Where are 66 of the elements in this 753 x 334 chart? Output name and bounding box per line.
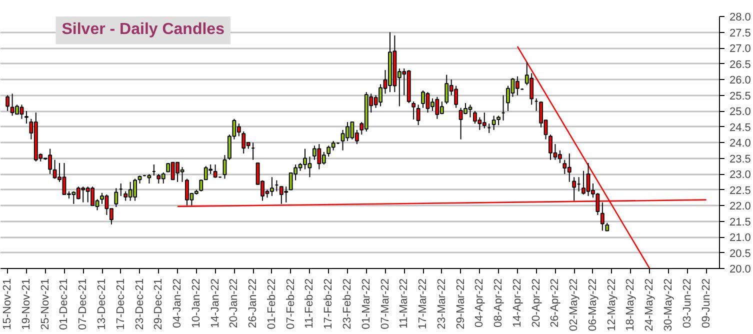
y-tick-label: 25.5 bbox=[730, 90, 751, 102]
x-tick-label: 14-Jan-22 bbox=[209, 278, 222, 328]
x-tick-label: 02-May-22 bbox=[568, 278, 580, 332]
x-tick-label: 17-Mar-22 bbox=[417, 278, 430, 330]
y-tick-label: 22.5 bbox=[730, 184, 751, 197]
candlestick bbox=[6, 94, 10, 112]
x-tick-label: 20-Apr-22 bbox=[530, 278, 542, 328]
candlestick bbox=[147, 174, 152, 184]
candlestick bbox=[270, 176, 274, 197]
x-tick-label: 04-Apr-22 bbox=[474, 278, 486, 328]
candlestick bbox=[199, 179, 204, 192]
x-tick-label: 03-Jun-22 bbox=[681, 278, 694, 328]
y-tick-label: 24.0 bbox=[730, 138, 751, 150]
x-tick-label: 29-Dec-21 bbox=[152, 278, 165, 330]
x-tick-label: 17-Feb-22 bbox=[322, 278, 335, 330]
x-tick-label: 13-Dec-21 bbox=[96, 278, 108, 330]
x-tick-label: 01-Feb-22 bbox=[266, 278, 278, 330]
y-tick-label: 25.0 bbox=[730, 106, 751, 118]
y-tick-label: 20.0 bbox=[730, 264, 751, 276]
x-tick-label: 17-Dec-21 bbox=[114, 278, 127, 330]
x-tick-label: 24-May-22 bbox=[644, 278, 656, 332]
x-tick-label: 01-Mar-22 bbox=[360, 278, 372, 330]
y-tick-label: 27.0 bbox=[730, 43, 751, 55]
y-tick-label: 28.0 bbox=[730, 12, 751, 24]
y-tick-label: 23.5 bbox=[730, 153, 751, 166]
x-tick-label: 15-Nov-21 bbox=[2, 278, 14, 330]
y-tick-label: 26.5 bbox=[730, 58, 751, 71]
x-tick-label: 06-May-22 bbox=[586, 278, 599, 332]
x-tick-label: 11-Feb-22 bbox=[304, 278, 316, 328]
candlestick bbox=[24, 110, 28, 124]
x-tick-label: 07-Mar-22 bbox=[379, 278, 392, 330]
x-tick-label: 20-Jan-22 bbox=[228, 278, 240, 328]
x-tick-label: 23-Mar-22 bbox=[436, 278, 448, 330]
y-tick-label: 21.0 bbox=[730, 232, 751, 244]
x-tick-label: 10-Jan-22 bbox=[190, 278, 202, 328]
y-tick-label: 21.5 bbox=[730, 216, 751, 228]
x-tick-label: 08-Apr-22 bbox=[492, 278, 505, 328]
x-tick-label: 12-May-22 bbox=[606, 278, 618, 332]
x-tick-label: 07-Dec-21 bbox=[77, 278, 90, 330]
x-tick-label: 19-Nov-21 bbox=[20, 278, 32, 330]
x-tick-label: 26-Apr-22 bbox=[549, 278, 562, 328]
candlestick bbox=[515, 76, 520, 96]
x-tick-label: 11-Mar-22 bbox=[398, 278, 410, 328]
x-tick-label: 09-Jun-22 bbox=[700, 278, 712, 328]
chart-title: Silver - Daily Candles bbox=[62, 21, 225, 38]
y-tick-label: 23.0 bbox=[730, 169, 751, 181]
x-tick-label: 01-Dec-21 bbox=[58, 278, 70, 330]
candlestick bbox=[213, 164, 218, 178]
candlestick bbox=[114, 188, 118, 208]
x-tick-label: 04-Jan-22 bbox=[172, 278, 184, 328]
x-tick-label: 18-May-22 bbox=[624, 278, 637, 332]
x-tick-label: 07-Feb-22 bbox=[284, 278, 297, 330]
x-tick-label: 23-Feb-22 bbox=[341, 278, 354, 330]
y-tick-label: 26.0 bbox=[730, 74, 751, 86]
x-tick-label: 25-Nov-21 bbox=[39, 278, 52, 330]
candlestick bbox=[412, 101, 416, 120]
x-tick-label: 14-Apr-22 bbox=[511, 278, 524, 328]
y-tick-label: 27.5 bbox=[730, 27, 751, 40]
x-tick-label: 30-May-22 bbox=[662, 278, 675, 332]
x-tick-label: 26-Jan-22 bbox=[247, 278, 260, 328]
y-tick-label: 24.5 bbox=[730, 122, 751, 134]
x-tick-label: 23-Dec-21 bbox=[134, 278, 146, 330]
y-tick-label: 20.5 bbox=[730, 248, 751, 260]
x-tick-label: 29-Mar-22 bbox=[454, 278, 467, 330]
y-tick-label: 22.0 bbox=[730, 200, 751, 212]
candlestick bbox=[416, 104, 420, 126]
